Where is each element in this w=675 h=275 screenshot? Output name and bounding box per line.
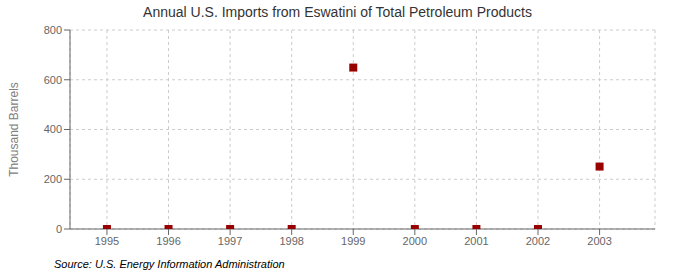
- svg-text:1995: 1995: [95, 235, 119, 247]
- svg-text:1996: 1996: [156, 235, 180, 247]
- svg-text:600: 600: [44, 74, 62, 86]
- svg-text:Thousand Barrels: Thousand Barrels: [7, 82, 21, 177]
- svg-text:1997: 1997: [218, 235, 242, 247]
- svg-text:2002: 2002: [526, 235, 550, 247]
- svg-text:1998: 1998: [279, 235, 303, 247]
- svg-text:800: 800: [44, 24, 62, 36]
- svg-text:0: 0: [56, 223, 62, 235]
- svg-text:2000: 2000: [403, 235, 427, 247]
- html-text:Annual U.S. Imports from Eswat: Annual U.S. Imports from Eswatini of Tot…: [143, 4, 532, 20]
- svg-text:400: 400: [44, 123, 62, 135]
- svg-text:1999: 1999: [341, 235, 365, 247]
- svg-text:2001: 2001: [464, 235, 488, 247]
- svg-text:200: 200: [44, 173, 62, 185]
- svg-text:2003: 2003: [587, 235, 611, 247]
- html-text:Source: U.S. Energy Informatio: Source: U.S. Energy Information Administ…: [54, 258, 285, 270]
